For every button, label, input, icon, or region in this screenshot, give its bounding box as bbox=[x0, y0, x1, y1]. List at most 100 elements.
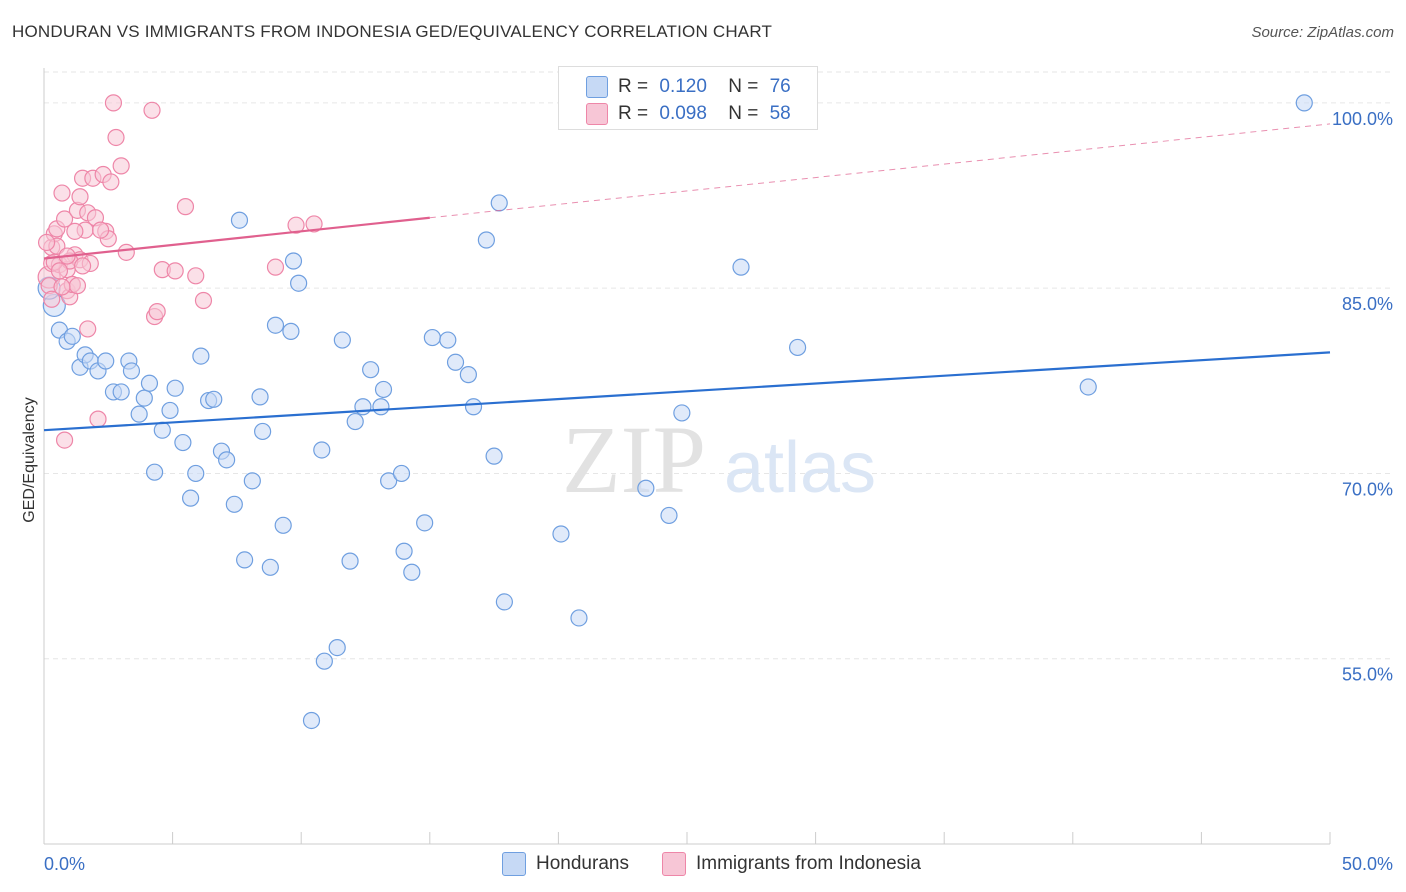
tick-labels: 55.0% 70.0% 85.0% 100.0% 0.0% 50.0% bbox=[44, 109, 1393, 874]
data-point bbox=[459, 366, 477, 384]
data-point bbox=[107, 128, 125, 147]
data-point bbox=[97, 352, 115, 370]
data-point bbox=[788, 338, 807, 357]
data-point bbox=[315, 652, 333, 670]
data-point bbox=[346, 412, 364, 431]
legend-r-value-indonesia: 0.098 bbox=[659, 103, 707, 124]
data-point bbox=[464, 398, 483, 416]
data-point bbox=[140, 374, 159, 392]
data-point bbox=[130, 405, 148, 423]
data-point bbox=[261, 558, 279, 576]
x-tick-label: 0.0% bbox=[44, 854, 85, 874]
data-point bbox=[637, 479, 655, 497]
data-point bbox=[71, 188, 89, 206]
y-tick-label: 70.0% bbox=[1342, 479, 1393, 499]
legend-r-value-hondurans: 0.120 bbox=[659, 76, 707, 97]
data-point bbox=[341, 552, 359, 570]
data-point bbox=[243, 472, 261, 490]
data-point bbox=[302, 711, 321, 730]
series-hondurans bbox=[37, 75, 1313, 730]
y-tick-label: 100.0% bbox=[1332, 109, 1393, 129]
trend-lines bbox=[43, 123, 1331, 432]
data-point bbox=[166, 262, 184, 280]
data-point bbox=[37, 233, 56, 252]
data-point bbox=[182, 489, 200, 507]
data-point bbox=[403, 563, 421, 581]
legend-n-label: N = bbox=[728, 76, 759, 97]
data-point bbox=[166, 379, 184, 397]
data-point bbox=[372, 398, 390, 416]
data-point bbox=[423, 328, 441, 347]
data-point bbox=[284, 252, 303, 270]
data-point bbox=[287, 216, 305, 234]
data-point bbox=[266, 316, 285, 334]
data-point bbox=[112, 157, 130, 175]
series-indonesia bbox=[37, 94, 323, 449]
data-point bbox=[282, 322, 300, 340]
data-point bbox=[122, 362, 141, 380]
watermark: ZIP atlas bbox=[562, 406, 876, 513]
trend-line-extension bbox=[429, 123, 1331, 219]
data-point bbox=[1295, 94, 1313, 112]
data-point bbox=[53, 278, 71, 296]
data-point bbox=[55, 431, 74, 449]
data-point bbox=[673, 404, 691, 422]
y-axis-label: GED/Equivalency bbox=[21, 397, 38, 522]
data-point bbox=[392, 464, 411, 483]
watermark-zip: ZIP bbox=[562, 406, 706, 513]
data-point bbox=[251, 388, 269, 406]
data-point bbox=[192, 347, 210, 365]
source-label: Source: ZipAtlas.com bbox=[1251, 24, 1394, 41]
data-point bbox=[218, 451, 236, 469]
trend-line bbox=[43, 351, 1331, 432]
data-point bbox=[148, 303, 166, 321]
y-tick-label: 85.0% bbox=[1342, 294, 1393, 314]
data-point bbox=[187, 464, 205, 483]
data-point bbox=[68, 277, 87, 295]
data-point bbox=[66, 222, 84, 240]
legend-n-label: N = bbox=[728, 103, 759, 124]
data-point bbox=[176, 198, 195, 216]
data-point bbox=[145, 463, 164, 481]
data-point bbox=[205, 390, 223, 408]
data-point bbox=[362, 361, 380, 379]
data-point bbox=[266, 258, 285, 276]
data-point bbox=[230, 211, 249, 229]
trend-line bbox=[43, 216, 430, 260]
legend-n-value-hondurans: 76 bbox=[769, 76, 791, 97]
data-point bbox=[143, 101, 161, 119]
data-point bbox=[161, 401, 179, 420]
data-point bbox=[73, 257, 92, 275]
data-point bbox=[43, 290, 61, 308]
data-point bbox=[55, 210, 74, 228]
data-point bbox=[53, 184, 71, 202]
data-point bbox=[446, 353, 465, 371]
axes bbox=[43, 68, 1331, 845]
data-point bbox=[236, 551, 254, 569]
grid-lines bbox=[44, 71, 1392, 660]
data-point bbox=[104, 94, 123, 112]
data-point bbox=[439, 331, 457, 349]
data-point bbox=[117, 243, 135, 261]
data-point bbox=[552, 525, 570, 543]
data-point bbox=[495, 593, 513, 611]
data-point bbox=[305, 215, 323, 233]
watermark-atlas: atlas bbox=[724, 428, 876, 508]
legend-swatch-hondurans bbox=[586, 76, 608, 98]
stats-legend: R = 0.120 N = 76 R = 0.098 N = 58 bbox=[558, 66, 818, 130]
data-point bbox=[89, 410, 107, 428]
data-point bbox=[570, 609, 588, 627]
data-point bbox=[333, 331, 351, 349]
data-point bbox=[328, 639, 346, 657]
data-point bbox=[79, 320, 97, 338]
bottom-legend-swatch-hondurans bbox=[502, 852, 526, 876]
x-tick-label: 50.0% bbox=[1342, 854, 1393, 874]
data-point bbox=[274, 516, 292, 534]
data-point bbox=[313, 441, 331, 459]
legend-n-value-indonesia: 58 bbox=[769, 103, 791, 124]
bottom-legend-indonesia: Immigrants from Indonesia bbox=[662, 852, 921, 876]
data-point bbox=[490, 194, 508, 212]
data-point bbox=[290, 274, 308, 292]
data-point bbox=[187, 267, 205, 285]
